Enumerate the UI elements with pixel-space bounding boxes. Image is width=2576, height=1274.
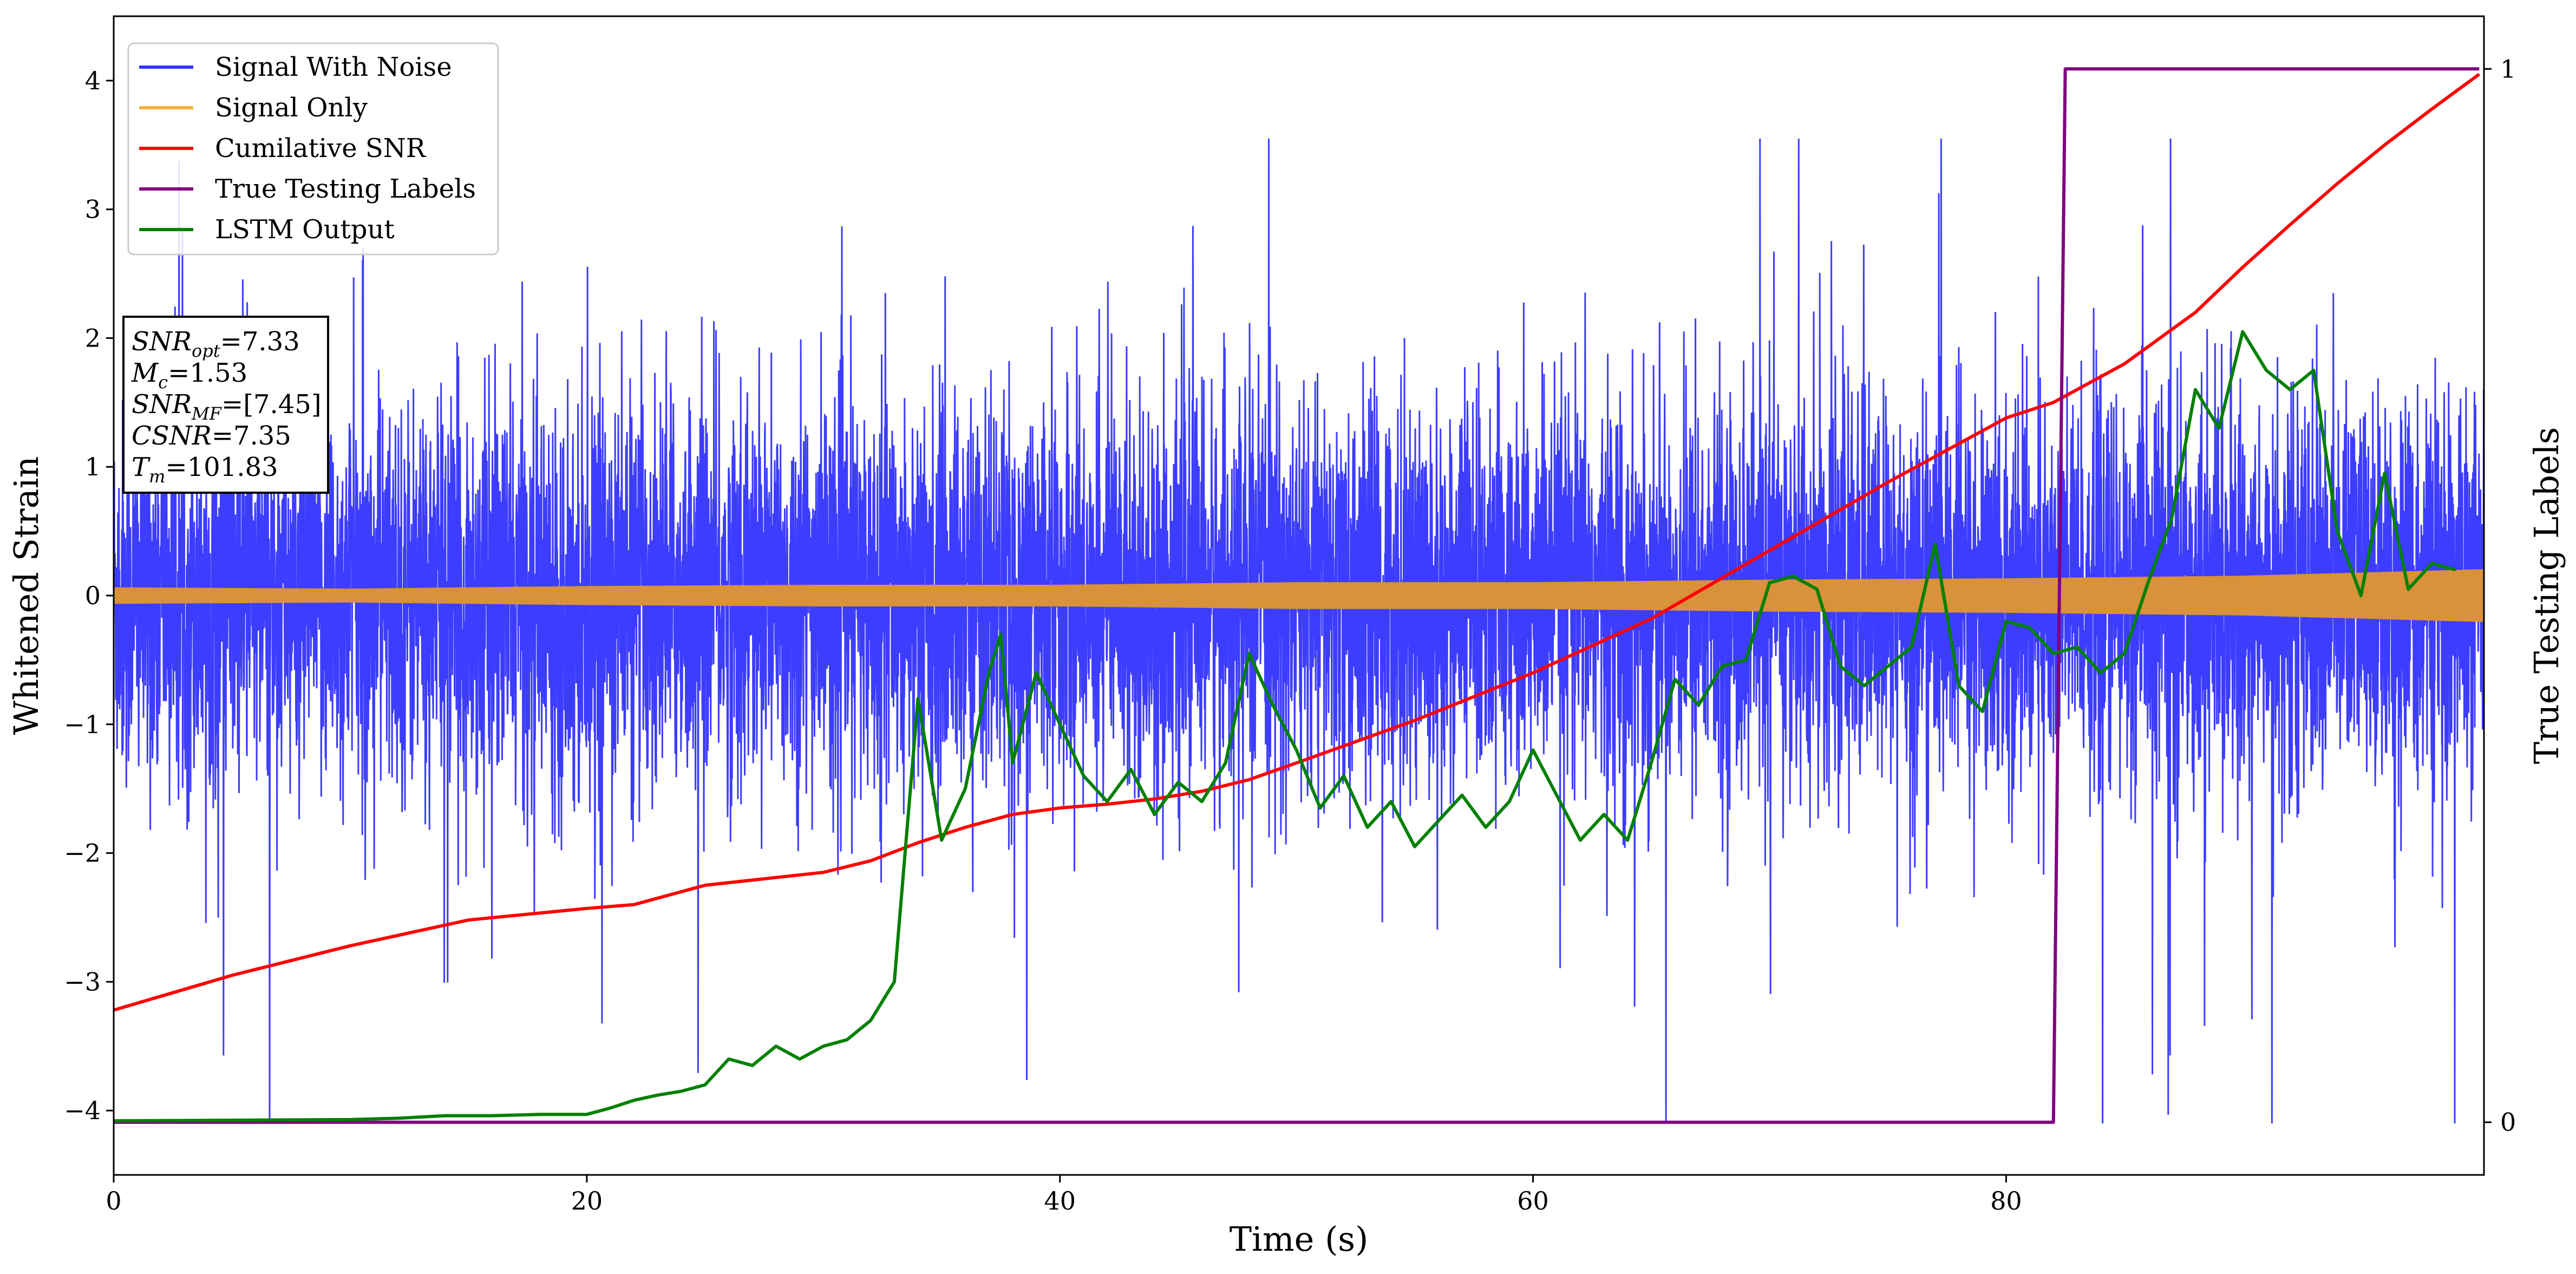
info-symbol: CSNR: [132, 421, 212, 451]
plot-layers: [114, 67, 2484, 1124]
info-line: CSNR=7.35: [132, 421, 291, 451]
y-tick-label: −1: [64, 710, 101, 739]
true-testing-labels-line: [114, 67, 2480, 1124]
info-subscript: c: [158, 372, 168, 393]
info-value: =101.83: [165, 452, 278, 482]
y-tick-label: −4: [64, 1096, 101, 1125]
true-testing-labels-path: [114, 67, 2480, 1124]
x-tick-label: 60: [1517, 1186, 1549, 1216]
cumulative-snr-path: [114, 73, 2481, 1012]
x-tick-label: 0: [106, 1186, 121, 1216]
info-symbol: T: [132, 452, 151, 482]
y-tick-label: 0: [85, 581, 101, 610]
info-line: SNRopt=7.33: [132, 326, 300, 361]
y-tick-label: −3: [64, 967, 101, 996]
x-tick-label: 80: [1990, 1186, 2022, 1216]
info-value: =[7.45]: [221, 389, 322, 420]
legend-label: LSTM Output: [215, 214, 395, 245]
y2-axis-label: True Testing Labels: [2527, 427, 2566, 765]
info-symbol: SNR: [132, 326, 192, 357]
info-symbol: SNR: [132, 389, 192, 420]
x-axis: 0 20 40 60 80: [106, 1175, 2022, 1216]
lstm-output-path: [114, 330, 2456, 1123]
info-value: =1.53: [168, 358, 247, 388]
info-subscript: MF: [191, 403, 223, 424]
info-value: =7.33: [220, 326, 300, 357]
legend: Signal With Noise Signal Only Cumilative S…: [127, 42, 499, 256]
info-box-frame: [122, 316, 329, 494]
legend-box: [127, 42, 499, 256]
y-tick-label: 2: [85, 323, 101, 352]
info-lines: SNRopt=7.33Mc=1.53SNRMF=[7.45]CSNR=7.35T…: [131, 326, 322, 487]
signal-only-path: [114, 569, 2484, 622]
y2-tick-label: 0: [2500, 1108, 2516, 1137]
legend-label: Signal With Noise: [215, 52, 452, 82]
legend-label: Signal Only: [215, 93, 368, 123]
y-tick-label: 1: [85, 452, 101, 481]
legend-label: True Testing Labels: [215, 174, 476, 204]
cumulative-snr-line: [114, 73, 2481, 1012]
y-axis-left: −4 −3 −2 −1 0 1 2 3 4: [64, 66, 114, 1125]
x-tick-label: 20: [571, 1186, 603, 1216]
info-subscript: opt: [192, 341, 220, 361]
info-line: Mc=1.53: [131, 358, 247, 393]
x-axis-label: Time (s): [1230, 1219, 1369, 1259]
info-subscript: m: [149, 466, 165, 487]
y2-tick-label: 1: [2500, 54, 2516, 83]
y-tick-label: 4: [85, 66, 101, 95]
lstm-output-line: [114, 330, 2456, 1123]
y-axis-right: 01: [2484, 54, 2516, 1137]
y-tick-label: 3: [85, 195, 101, 224]
info-value: =7.35: [212, 421, 291, 451]
info-box: SNRopt=7.33Mc=1.53SNRMF=[7.45]CSNR=7.35T…: [122, 316, 329, 494]
legend-label: Cumilative SNR: [215, 133, 427, 164]
y-axis-label: Whitened Strain: [6, 456, 46, 735]
info-symbol: M: [131, 358, 159, 388]
signal-only-band: [114, 569, 2484, 622]
info-line: SNRMF=[7.45]: [132, 389, 322, 424]
legend-items: Signal With Noise Signal Only Cumilative S…: [139, 52, 476, 245]
x-tick-label: 40: [1044, 1186, 1076, 1216]
y-tick-label: −2: [64, 839, 101, 868]
info-line: Tm=101.83: [132, 452, 278, 487]
